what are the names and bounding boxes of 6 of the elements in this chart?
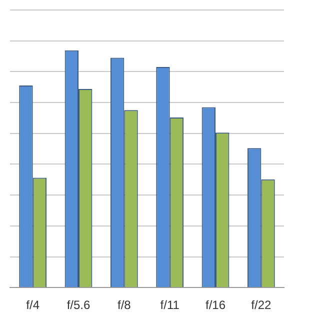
x-tick-label: f/22 [251,298,272,312]
x-tick-label: f/11 [160,298,180,312]
x-tick-label: f/5.6 [66,298,90,312]
x-tick-label: f/8 [117,298,132,312]
x-tick-label: f/16 [205,298,226,312]
x-tick-label: f/4 [26,298,40,312]
